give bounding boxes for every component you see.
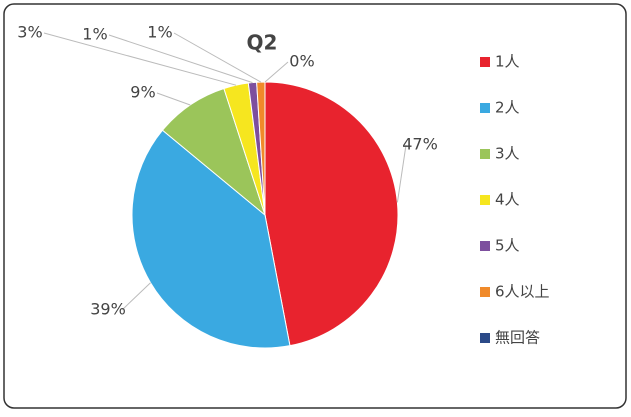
legend-swatch — [480, 287, 490, 297]
legend-label: 3人 — [495, 145, 520, 163]
legend-swatch — [480, 333, 490, 343]
legend-label: 1人 — [495, 53, 520, 71]
data-label: 9% — [130, 83, 155, 102]
leader-line — [264, 61, 289, 83]
leader-line — [156, 92, 191, 106]
chart-title: Q2 — [247, 31, 278, 55]
data-label: 1% — [82, 25, 107, 44]
legend-label: 6人以上 — [495, 283, 550, 301]
leader-line — [108, 34, 253, 84]
legend-label: 5人 — [495, 237, 520, 255]
pie-slice — [264, 81, 399, 347]
leader-line — [173, 32, 262, 83]
legend-label: 4人 — [495, 191, 520, 209]
legend-swatch — [480, 57, 490, 67]
data-label: 1% — [147, 23, 172, 42]
legend-swatch — [480, 241, 490, 251]
legend-swatch — [480, 103, 490, 113]
leader-line — [121, 282, 151, 311]
legend-swatch — [480, 149, 490, 159]
legend-label: 無回答 — [495, 329, 540, 347]
pie-slice — [131, 129, 291, 349]
data-label: 0% — [289, 52, 314, 71]
data-label: 3% — [17, 23, 42, 42]
leader-line — [43, 32, 237, 86]
data-label: 47% — [402, 135, 438, 154]
data-label: 39% — [90, 300, 126, 319]
legend-swatch — [480, 195, 490, 205]
legend-label: 2人 — [495, 99, 520, 117]
leader-line — [396, 144, 407, 203]
